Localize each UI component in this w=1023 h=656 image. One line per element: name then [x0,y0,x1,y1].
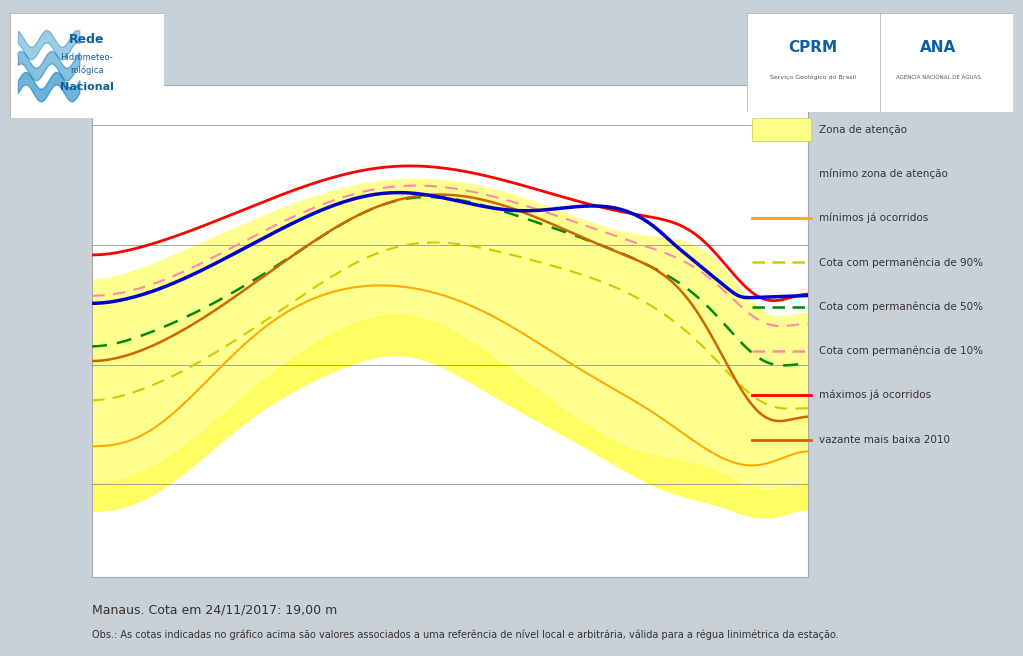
mínimos já ocorridos [371,281,384,289]
vazante mais baixa 2010 [237,287,250,295]
Cota com permanência de 10% [410,182,422,190]
Cota com permanência de 50% [422,193,435,201]
Text: ANA: ANA [920,40,957,55]
vazante mais baixa 2010 [371,203,384,211]
Cota com permanência de 50% [86,342,98,350]
Text: Cota com permanência de 10%: Cota com permanência de 10% [818,346,983,356]
mínimos já ocorridos [377,281,390,289]
Cota com permanência de 50% [375,201,388,209]
máximos já ocorridos [237,206,250,214]
mínimos já ocorridos [282,307,295,315]
Cota com permanência de 50% [776,361,789,369]
Text: mínimo zona de atenção: mínimo zona de atenção [818,169,947,179]
Cota com permanência de 50% [237,282,250,290]
máximos já ocorridos [802,290,814,298]
mínimos já ocorridos [86,442,98,450]
Text: AGÊNCIA NACIONAL DE ÁGUAS: AGÊNCIA NACIONAL DE ÁGUAS [896,75,981,79]
mínimos já ocorridos [375,281,388,289]
Cota com permanência de 90% [86,396,98,404]
Text: Manaus. Cota em 24/11/2017: 19,00 m: Manaus. Cota em 24/11/2017: 19,00 m [92,604,338,617]
Text: Cota com permanência de 50%: Cota com permanência de 50% [818,301,983,312]
Cota com permanência de 90% [702,348,714,356]
Text: vazante mais baixa 2010: vazante mais baixa 2010 [818,434,949,445]
Text: Cota com permanência de 90%: Cota com permanência de 90% [818,257,983,268]
máximos já ocorridos [371,164,384,172]
Line: vazante mais baixa 2010: vazante mais baixa 2010 [92,195,808,421]
Cota com permanência de 90% [375,248,388,256]
Cota com permanência de 10% [371,185,384,193]
Cota com permanência de 50% [802,359,814,367]
Line: mínimos já ocorridos: mínimos já ocorridos [92,285,808,465]
vazante mais baixa 2010 [802,413,814,420]
Cota com permanência de 50% [282,254,295,262]
Cota com permanência de 10% [802,320,814,328]
Cota com permanência de 10% [774,322,787,330]
vazante mais baixa 2010 [282,255,295,262]
máximos já ocorridos [282,188,295,196]
Cota com permanência de 90% [802,404,814,412]
mínimos já ocorridos [237,341,250,349]
vazante mais baixa 2010 [432,191,444,199]
máximos já ocorridos [405,162,417,170]
Line: Cota com permanência de 10%: Cota com permanência de 10% [92,186,808,326]
vazante mais baixa 2010 [770,417,783,425]
Cota com permanência de 90% [371,249,384,257]
vazante mais baixa 2010 [86,357,98,365]
máximos já ocorridos [86,251,98,259]
Text: rológica: rológica [71,65,103,75]
Text: Serviço Geológico do Brasil: Serviço Geológico do Brasil [770,74,856,80]
Text: máximos já ocorridos: máximos já ocorridos [818,390,931,401]
Text: Zona de atenção: Zona de atenção [818,125,906,134]
vazante mais baixa 2010 [702,325,714,333]
máximos já ocorridos [375,163,388,171]
Text: Hidrometeo-: Hidrometeo- [60,52,114,62]
Cota com permanência de 50% [702,302,714,310]
Cota com permanência de 90% [237,331,250,339]
máximos já ocorridos [766,297,779,304]
Cota com permanência de 90% [770,403,783,411]
Cota com permanência de 90% [282,300,295,308]
Text: CPRM: CPRM [789,40,838,55]
mínimos já ocorridos [702,446,714,454]
Cota com permanência de 10% [86,292,98,300]
mínimos já ocorridos [745,461,757,469]
Text: Nacional: Nacional [60,81,114,92]
Text: "máximo-Zona de atenção": "máximo-Zona de atenção" [818,80,963,91]
Cota com permanência de 50% [371,203,384,211]
Cota com permanência de 90% [785,405,797,413]
Text: Obs.: As cotas indicadas no gráfico acima são valores associados a uma referênci: Obs.: As cotas indicadas no gráfico acim… [92,630,839,640]
Line: Cota com permanência de 50%: Cota com permanência de 50% [92,197,808,365]
Line: máximos já ocorridos: máximos já ocorridos [92,166,808,300]
mínimos já ocorridos [772,456,785,464]
Line: Cota com permanência de 90%: Cota com permanência de 90% [92,243,808,409]
máximos já ocorridos [772,297,785,304]
Text: mínimos já ocorridos: mínimos já ocorridos [818,213,928,224]
Bar [752,73,810,97]
Cota com permanência de 10% [770,322,783,330]
mínimos já ocorridos [802,447,814,455]
Cota com permanência de 90% [429,239,441,247]
vazante mais baixa 2010 [375,201,388,209]
máximos já ocorridos [702,241,714,249]
Cota com permanência de 10% [282,215,295,223]
Cota com permanência de 10% [702,273,714,281]
Cota com permanência de 10% [237,237,250,245]
Text: Rede: Rede [70,33,104,46]
vazante mais baixa 2010 [772,417,785,425]
Cota com permanência de 50% [770,361,783,369]
Bar [752,118,810,142]
Cota com permanência de 10% [375,184,388,192]
